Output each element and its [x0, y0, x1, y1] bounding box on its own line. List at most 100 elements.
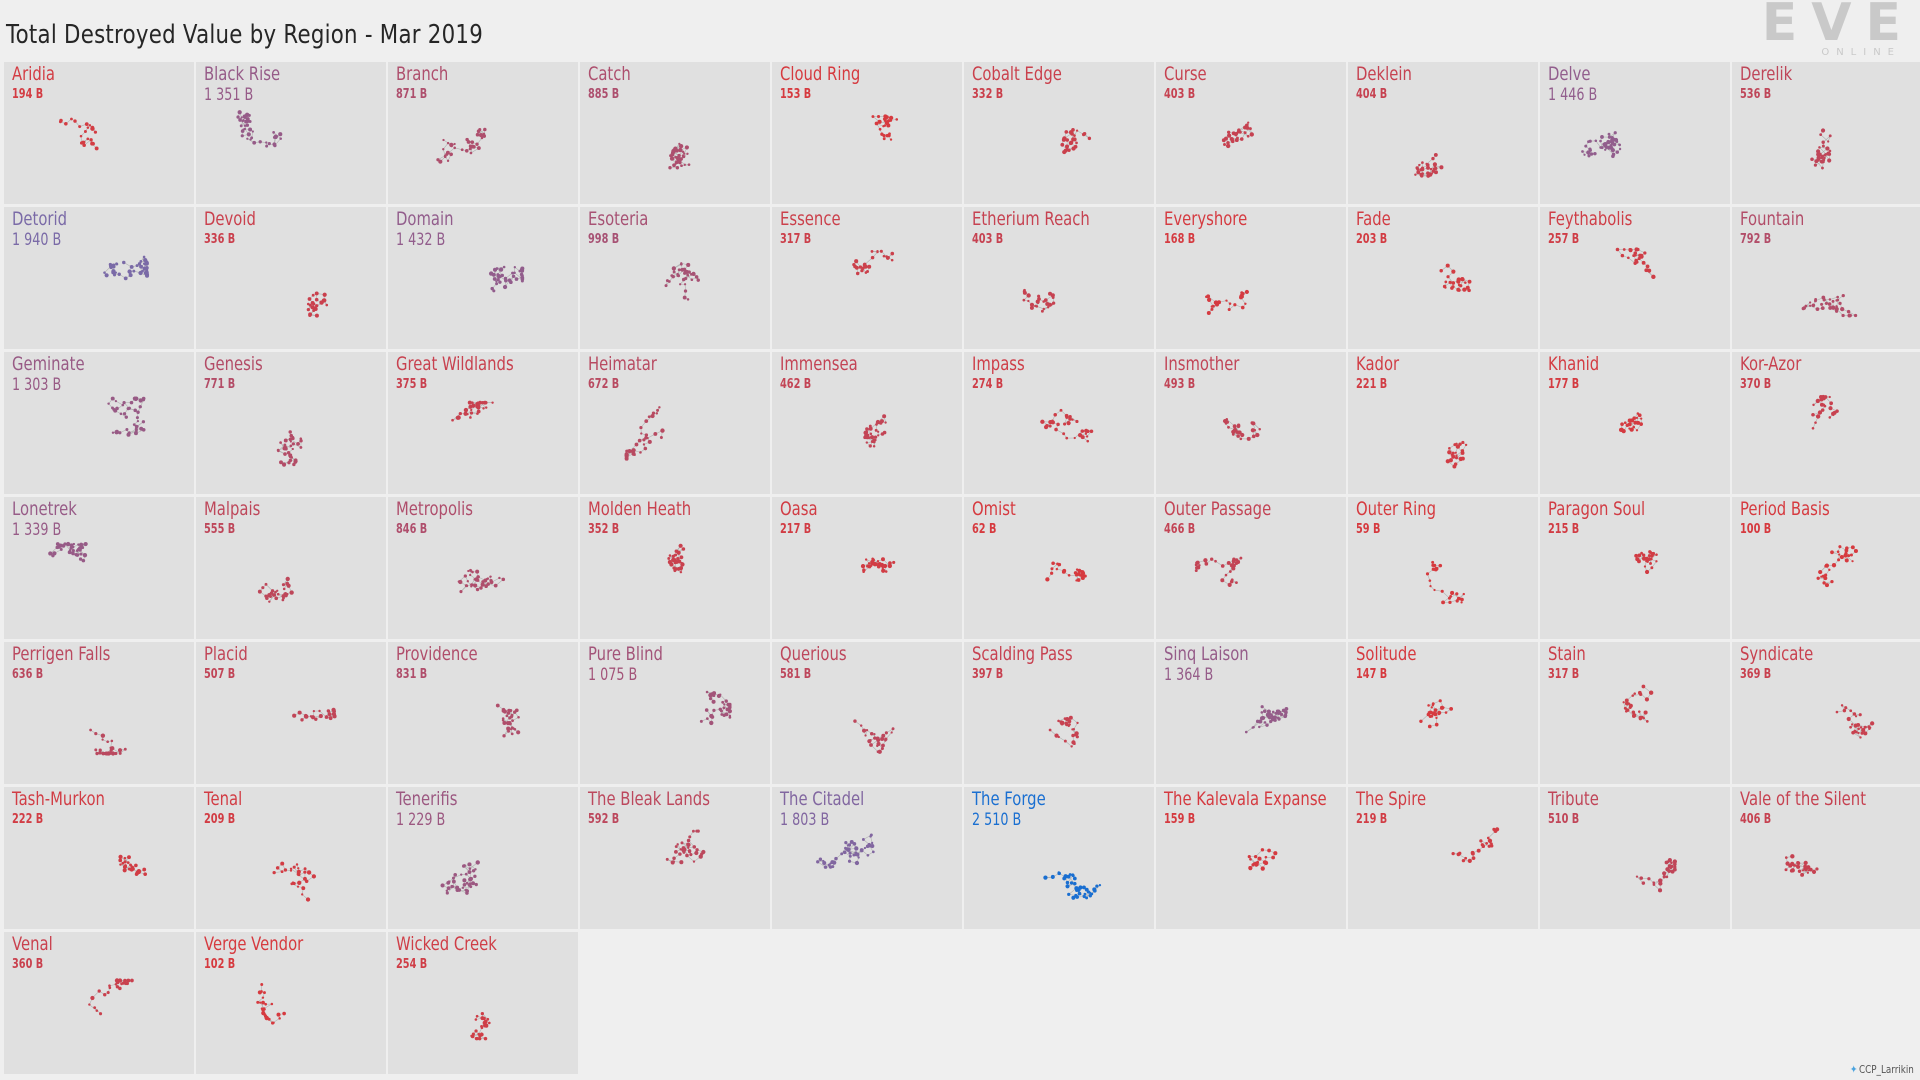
system-dot [78, 547, 82, 551]
system-dot [1629, 427, 1634, 432]
system-dot [1816, 157, 1820, 162]
system-dot [1864, 725, 1867, 729]
system-dot [1431, 567, 1436, 571]
system-dot [310, 305, 315, 310]
system-dot [1240, 305, 1245, 310]
system-dot [132, 423, 136, 426]
system-dot [1431, 563, 1435, 567]
system-dot [890, 731, 893, 734]
system-dot [1064, 721, 1069, 726]
system-dot [246, 132, 251, 137]
system-dot [1046, 305, 1050, 309]
system-dot [520, 274, 524, 278]
system-dot [1074, 573, 1078, 577]
system-dot [818, 857, 823, 861]
system-dot [1456, 277, 1461, 282]
system-dot [513, 271, 516, 275]
system-dot [674, 155, 677, 159]
system-dot [251, 130, 254, 133]
system-dot [440, 883, 445, 888]
system-dot [720, 713, 724, 716]
system-dot [1815, 307, 1820, 311]
system-dot [479, 1033, 482, 1036]
system-dot [1634, 247, 1639, 252]
region-value: 406 B [1740, 812, 1772, 827]
system-dot [1444, 280, 1448, 284]
system-dot [1251, 421, 1256, 426]
region-panel: Insmother 493 B [1156, 352, 1346, 494]
region-panel: Cloud Ring 153 B [772, 62, 962, 204]
system-dot [73, 119, 77, 123]
system-dot [1448, 600, 1452, 605]
system-dot [79, 552, 83, 556]
system-dot [482, 1020, 487, 1025]
system-dot [474, 882, 478, 887]
system-dot [490, 286, 494, 291]
region-system-map [1811, 394, 1839, 430]
system-dot [1479, 839, 1483, 843]
region-name: Geminate [12, 353, 85, 375]
system-dot [83, 541, 88, 547]
system-dot [1073, 134, 1076, 137]
system-dot [1835, 710, 1839, 714]
region-system-map [1581, 131, 1622, 159]
system-dot [1796, 864, 1801, 869]
system-dot [1670, 869, 1675, 874]
system-dot [1804, 304, 1808, 308]
system-dot [1239, 556, 1243, 560]
system-dot [1613, 137, 1619, 143]
system-dot [138, 398, 143, 403]
region-name: Genesis [204, 353, 263, 375]
system-dot [1056, 422, 1060, 427]
system-dot [694, 275, 699, 279]
region-name: Catch [588, 63, 631, 85]
system-dot [1807, 869, 1810, 872]
system-dot [869, 432, 873, 436]
system-dot [1251, 726, 1254, 729]
system-dot [142, 255, 146, 259]
system-dot [865, 729, 869, 732]
region-name: Insmother [1164, 353, 1240, 375]
system-dot [1599, 146, 1603, 149]
region-value: 1 075 B [588, 665, 638, 685]
system-dot [260, 1007, 264, 1010]
system-dot [291, 442, 295, 446]
region-value: 203 B [1356, 232, 1388, 247]
system-dot [1451, 851, 1455, 856]
system-dot [1434, 566, 1439, 571]
system-dot [123, 276, 128, 281]
system-dot [1622, 701, 1625, 704]
system-dot [1439, 269, 1443, 273]
system-dot [1822, 158, 1825, 162]
system-dot [1419, 719, 1423, 723]
system-dot [1827, 140, 1830, 143]
system-dot [520, 279, 524, 283]
system-dot [862, 568, 866, 572]
system-dot [123, 747, 127, 751]
system-dot [1822, 298, 1826, 302]
system-dot [126, 861, 130, 865]
system-dot [670, 153, 675, 157]
system-dot [1084, 887, 1089, 892]
system-dot [1255, 432, 1260, 438]
system-dot [284, 592, 287, 595]
system-dot [1853, 313, 1858, 318]
system-dot [1460, 601, 1463, 604]
system-dot [451, 876, 455, 880]
region-panel: Branch 871 B [388, 62, 578, 204]
system-dot [492, 289, 496, 293]
system-dot [1464, 856, 1468, 860]
region-name: Venal [12, 933, 53, 955]
region-system-map [451, 400, 494, 422]
system-dot [1227, 582, 1232, 587]
system-dot [1228, 302, 1232, 305]
system-dot [1632, 416, 1637, 420]
system-dot [1263, 721, 1267, 724]
system-dot [1082, 132, 1087, 136]
system-dot [854, 851, 858, 855]
system-dot [854, 265, 859, 270]
system-dot [98, 751, 102, 755]
system-dot [1587, 154, 1591, 158]
system-dot [716, 693, 721, 699]
system-dot [1229, 563, 1235, 568]
